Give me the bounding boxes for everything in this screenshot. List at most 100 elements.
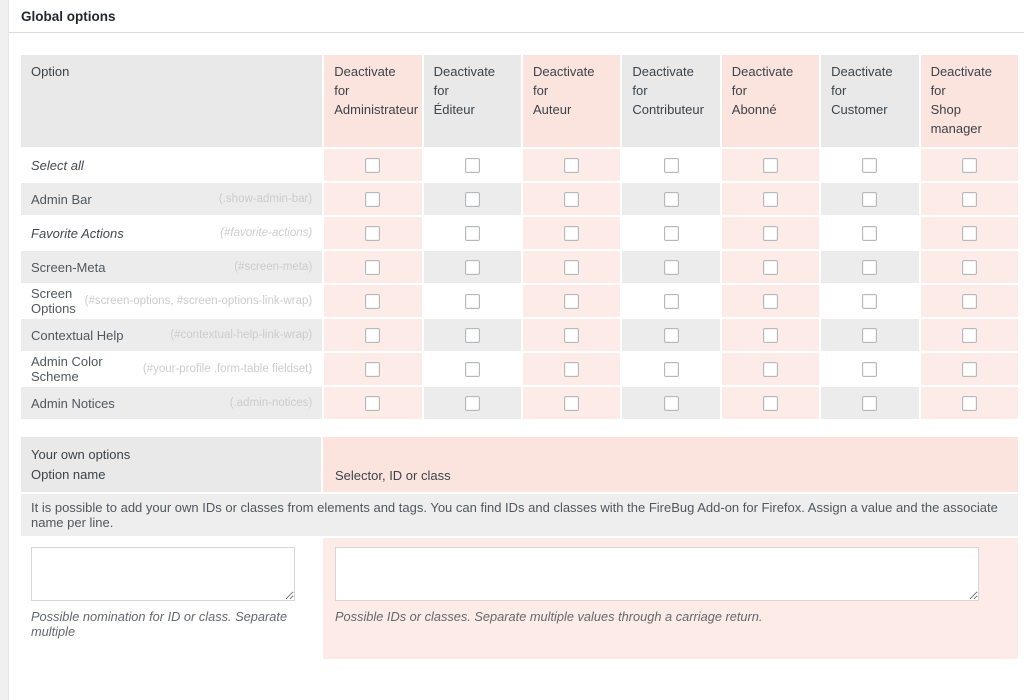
option-cell-inner: Screen Options (#screen-options, #screen-… bbox=[31, 286, 312, 316]
deactivate-checkbox[interactable] bbox=[365, 294, 381, 310]
deactivate-checkbox[interactable] bbox=[961, 226, 977, 242]
deactivate-checkbox[interactable] bbox=[862, 158, 878, 174]
deactivate-checkbox[interactable] bbox=[564, 294, 580, 310]
checkbox-cell bbox=[821, 251, 919, 284]
deactivate-checkbox[interactable] bbox=[365, 328, 381, 344]
deactivate-checkbox[interactable] bbox=[862, 192, 878, 208]
deactivate-checkbox[interactable] bbox=[762, 328, 778, 344]
deactivate-checkbox[interactable] bbox=[663, 396, 679, 412]
deactivate-checkbox[interactable] bbox=[564, 192, 580, 208]
option-row: Contextual Help (#contextual-help-link-wr… bbox=[21, 319, 1018, 352]
option-label: Admin Bar bbox=[31, 191, 92, 207]
option-row: Select all bbox=[21, 149, 1018, 182]
role-header-line2: Éditeur bbox=[433, 101, 475, 117]
checkbox-cell bbox=[324, 387, 422, 420]
option-cell: Favorite Actions (#favorite-actions) bbox=[21, 217, 323, 250]
deactivate-checkbox[interactable] bbox=[961, 396, 977, 412]
deactivate-checkbox[interactable] bbox=[961, 328, 977, 344]
deactivate-checkbox[interactable] bbox=[365, 362, 381, 378]
deactivate-checkbox[interactable] bbox=[762, 362, 778, 378]
deactivate-checkbox[interactable] bbox=[464, 226, 480, 242]
checkbox-cell bbox=[920, 183, 1018, 216]
checkbox-cell bbox=[821, 353, 919, 386]
deactivate-checkbox[interactable] bbox=[663, 362, 679, 378]
option-row: Admin Notices (.admin-notices) bbox=[21, 387, 1018, 420]
deactivate-checkbox[interactable] bbox=[564, 226, 580, 242]
deactivate-checkbox[interactable] bbox=[961, 294, 977, 310]
deactivate-checkbox[interactable] bbox=[464, 260, 480, 276]
deactivate-checkbox[interactable] bbox=[961, 362, 977, 378]
deactivate-checkbox[interactable] bbox=[762, 226, 778, 242]
deactivate-checkbox[interactable] bbox=[862, 328, 878, 344]
deactivate-checkbox[interactable] bbox=[365, 192, 381, 208]
deactivate-checkbox[interactable] bbox=[464, 294, 480, 310]
deactivate-checkbox[interactable] bbox=[961, 158, 977, 174]
deactivate-checkbox[interactable] bbox=[961, 260, 977, 276]
global-options-table: Option Deactivate for Administrateur Deacti… bbox=[19, 53, 1020, 421]
deactivate-checkbox[interactable] bbox=[961, 192, 977, 208]
option-name-textarea[interactable] bbox=[31, 547, 295, 602]
checkbox-cell bbox=[821, 149, 919, 182]
role-header-line1: Deactivate for bbox=[831, 64, 893, 98]
option-row: Admin Bar (.show-admin-bar) bbox=[21, 183, 1018, 216]
deactivate-checkbox[interactable] bbox=[762, 192, 778, 208]
own-options-header-row: Your own options Option name Selector, I… bbox=[21, 437, 1018, 493]
deactivate-checkbox[interactable] bbox=[762, 158, 778, 174]
checkbox-cell bbox=[821, 217, 919, 250]
checkbox-cell bbox=[721, 387, 820, 420]
deactivate-checkbox[interactable] bbox=[762, 294, 778, 310]
deactivate-checkbox[interactable] bbox=[862, 260, 878, 276]
deactivate-checkbox[interactable] bbox=[365, 396, 381, 412]
deactivate-checkbox[interactable] bbox=[564, 328, 580, 344]
own-options-table: Your own options Option name Selector, I… bbox=[19, 435, 1020, 661]
checkbox-cell bbox=[523, 285, 621, 318]
checkbox-cell bbox=[423, 353, 521, 386]
own-options-input-row: Possible nomination for ID or class. Sep… bbox=[21, 538, 1018, 660]
own-options-description: It is possible to add your own IDs or cl… bbox=[21, 494, 1018, 537]
option-cell-inner: Favorite Actions (#favorite-actions) bbox=[31, 226, 312, 241]
role-header-line1: Deactivate for bbox=[533, 64, 595, 98]
deactivate-checkbox[interactable] bbox=[862, 226, 878, 242]
checkbox-cell bbox=[423, 217, 521, 250]
checkbox-cell bbox=[523, 353, 621, 386]
option-cell-inner: Admin Color Scheme (#your-profile .form-t… bbox=[31, 354, 312, 384]
role-column-header: Deactivate for Contributeur bbox=[622, 55, 720, 148]
deactivate-checkbox[interactable] bbox=[762, 260, 778, 276]
deactivate-checkbox[interactable] bbox=[464, 396, 480, 412]
option-label: Screen-Meta bbox=[31, 259, 106, 275]
deactivate-checkbox[interactable] bbox=[663, 226, 679, 242]
role-header-line2: Contributeur bbox=[632, 101, 704, 117]
deactivate-checkbox[interactable] bbox=[762, 396, 778, 412]
deactivate-checkbox[interactable] bbox=[663, 260, 679, 276]
deactivate-checkbox[interactable] bbox=[464, 192, 480, 208]
option-label: Contextual Help bbox=[31, 327, 124, 343]
deactivate-checkbox[interactable] bbox=[663, 158, 679, 174]
checkbox-cell bbox=[523, 149, 621, 182]
deactivate-checkbox[interactable] bbox=[365, 226, 381, 242]
own-options-description-row: It is possible to add your own IDs or cl… bbox=[21, 494, 1018, 537]
settings-panel: Global options Option Deactivate for Admin… bbox=[8, 0, 1024, 700]
checkbox-cell bbox=[920, 149, 1018, 182]
deactivate-checkbox[interactable] bbox=[365, 158, 381, 174]
deactivate-checkbox[interactable] bbox=[564, 396, 580, 412]
deactivate-checkbox[interactable] bbox=[663, 328, 679, 344]
deactivate-checkbox[interactable] bbox=[663, 294, 679, 310]
checkbox-cell bbox=[821, 183, 919, 216]
deactivate-checkbox[interactable] bbox=[564, 260, 580, 276]
checkbox-cell bbox=[920, 319, 1018, 352]
deactivate-checkbox[interactable] bbox=[564, 158, 580, 174]
deactivate-checkbox[interactable] bbox=[663, 192, 679, 208]
checkbox-cell bbox=[324, 319, 422, 352]
checkbox-cell bbox=[523, 319, 621, 352]
selector-textarea[interactable] bbox=[335, 547, 979, 602]
deactivate-checkbox[interactable] bbox=[862, 362, 878, 378]
deactivate-checkbox[interactable] bbox=[862, 396, 878, 412]
deactivate-checkbox[interactable] bbox=[365, 260, 381, 276]
deactivate-checkbox[interactable] bbox=[464, 328, 480, 344]
deactivate-checkbox[interactable] bbox=[464, 362, 480, 378]
option-cell-inner: Admin Bar (.show-admin-bar) bbox=[31, 192, 312, 207]
deactivate-checkbox[interactable] bbox=[464, 158, 480, 174]
deactivate-checkbox[interactable] bbox=[862, 294, 878, 310]
deactivate-checkbox[interactable] bbox=[564, 362, 580, 378]
checkbox-cell bbox=[821, 387, 919, 420]
